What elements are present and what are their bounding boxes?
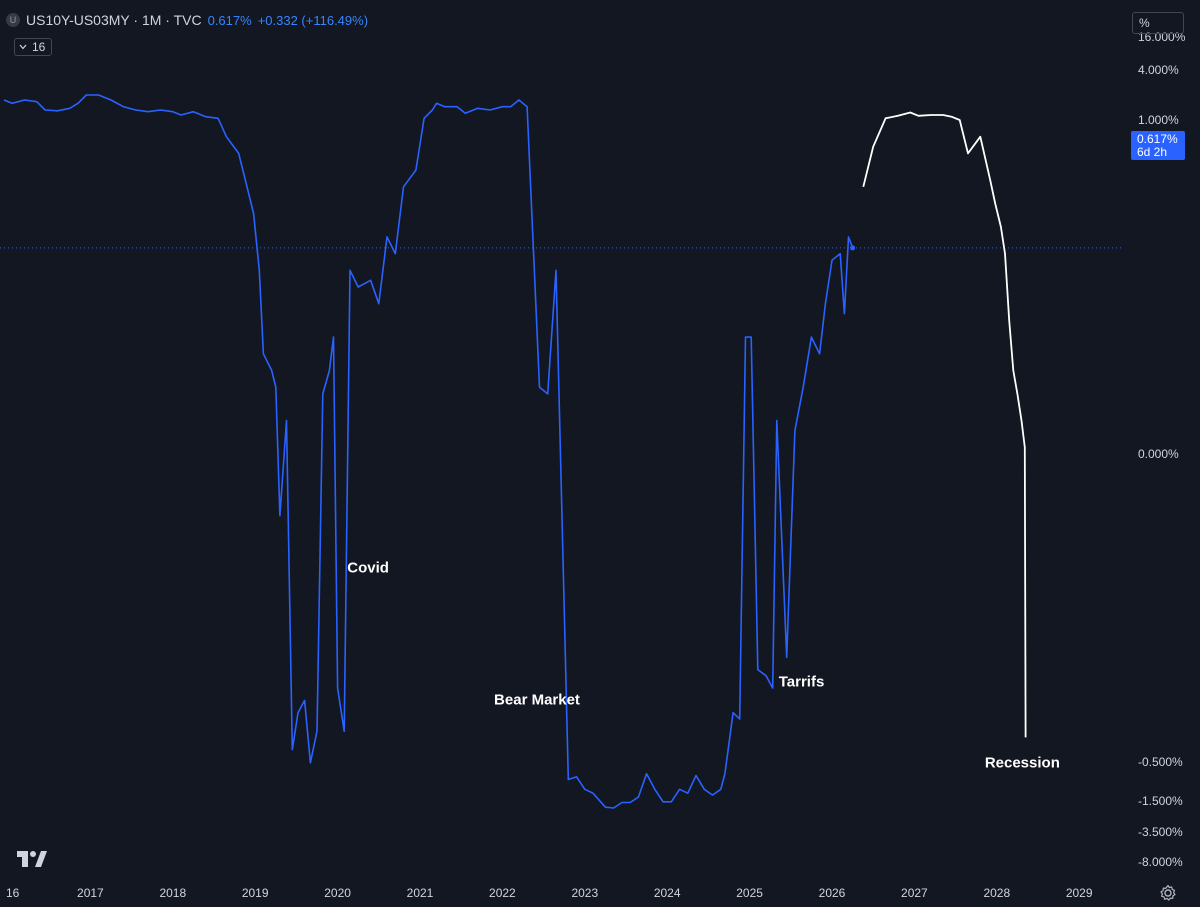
time-tick-label: 2024	[653, 886, 681, 900]
legend-change: +0.332 (+116.49%)	[257, 12, 369, 28]
symbol-title[interactable]: US10Y-US03MY · 1M · TVC	[26, 12, 202, 28]
chart-canvas[interactable]	[0, 0, 1122, 880]
price-axis[interactable]: 16.000% 4.000% 1.000% 0.000% -0.500% -1.500% -…	[1122, 0, 1200, 880]
legend-last-value: 0.617%	[207, 12, 252, 28]
price-tick-label: 1.000%	[1138, 113, 1179, 127]
time-tick-label: 2019	[241, 886, 269, 900]
annotation-bear-market: Bear Market	[494, 691, 580, 709]
time-tick-label: 2029	[1065, 886, 1093, 900]
tradingview-logo-icon[interactable]	[17, 851, 47, 867]
annotation-covid: Covid	[347, 559, 389, 577]
last-price-tag: 0.617% 6d 2h	[1131, 131, 1185, 160]
price-tick-label: -1.500%	[1138, 794, 1183, 808]
series-layer	[3, 94, 1027, 809]
time-tick-label: 2021	[406, 886, 434, 900]
time-axis[interactable]: 16 2017 2018 2019 2020 2021 2022 2023 2024 2025 20…	[0, 880, 1200, 907]
last-price-label: 0.617%	[1137, 132, 1178, 146]
bar-countdown: 6d 2h	[1137, 145, 1168, 159]
time-tick-label: 2026	[818, 886, 846, 900]
series-line-projection	[862, 111, 1027, 738]
price-tick-label: 0.000%	[1138, 447, 1179, 461]
chart-legend[interactable]: U US10Y-US03MY · 1M · TVC 0.617% +0.332 …	[6, 12, 368, 28]
price-unit-selector[interactable]: %	[1132, 12, 1184, 34]
annotation-recession: Recession	[984, 754, 1060, 772]
interval-count: 16	[32, 40, 46, 54]
symbol-logo: U	[6, 13, 20, 27]
gear-icon[interactable]	[1159, 884, 1177, 902]
last-point-marker	[850, 245, 856, 251]
chart-plot-area[interactable]: U US10Y-US03MY · 1M · TVC 0.617% +0.332 …	[0, 0, 1122, 880]
time-tick-label: 2022	[489, 886, 516, 900]
time-tick-label: 16	[6, 886, 20, 900]
price-tick-label: -8.000%	[1138, 855, 1183, 869]
price-tick-label: 4.000%	[1138, 63, 1179, 77]
annotation-tariffs: Tarrifs	[778, 673, 825, 691]
time-tick-label: 2018	[159, 886, 187, 900]
time-tick-label: 2028	[983, 886, 1011, 900]
time-tick-label: 2020	[324, 886, 351, 900]
chevron-down-icon	[19, 44, 27, 50]
price-tick-label: -0.500%	[1138, 755, 1183, 769]
time-tick-label: 2023	[571, 886, 599, 900]
time-tick-label: 2027	[901, 886, 928, 900]
time-tick-label: 2025	[736, 886, 763, 900]
price-tick-label: -3.500%	[1138, 825, 1183, 839]
time-tick-label: 2017	[77, 886, 104, 900]
interval-toggle[interactable]: 16	[14, 38, 53, 56]
series-line-yield-spread	[3, 94, 854, 809]
